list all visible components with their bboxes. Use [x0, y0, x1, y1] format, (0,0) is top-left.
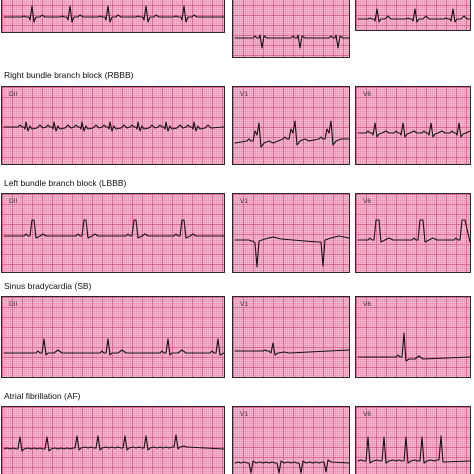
ecg-panel-af-dii [1, 406, 225, 474]
lead-label: V6 [363, 301, 371, 308]
lead-label: V1 [240, 198, 248, 205]
ecg-trace [234, 120, 349, 148]
ecg-panel-normal-v6 [355, 0, 471, 31]
ecg-trace [3, 434, 224, 452]
ecg-panel-lbbb-v6: V6 [355, 193, 471, 273]
ecg-trace [3, 219, 224, 239]
ecg-trace [357, 332, 470, 362]
ecg-trace [234, 235, 349, 268]
ecg-panel-rbbb-dii: DII [1, 86, 225, 165]
section-title-rbbb: Right bundle branch block (RBBB) [4, 70, 134, 80]
lead-label: DII [9, 91, 18, 98]
ecg-trace [3, 338, 224, 356]
ecg-panel-lbbb-v1: V1 [232, 193, 350, 273]
ecg-panel-af-v1: V1 [232, 406, 350, 474]
section-title-af: Atrial fibrillation (AF) [4, 391, 81, 401]
ecg-panel-rbbb-v6: V6 [355, 86, 471, 165]
ecg-trace [234, 34, 349, 49]
ecg-trace [357, 122, 470, 138]
lead-label: V1 [240, 91, 248, 98]
ecg-trace [357, 8, 470, 23]
lead-label: DII [9, 198, 18, 205]
section-title-sb: Sinus bradycardia (SB) [4, 281, 92, 291]
ecg-panel-lbbb-dii: DII [1, 193, 225, 273]
ecg-trace [3, 5, 224, 23]
ecg-panel-sb-v1: V1 [232, 296, 350, 378]
ecg-panel-rbbb-v1: V1 [232, 86, 350, 165]
ecg-panel-normal-v1 [232, 0, 350, 58]
lead-label: V6 [363, 91, 371, 98]
ecg-trace [357, 219, 470, 243]
ecg-panel-sb-v6: V6 [355, 296, 471, 378]
ecg-trace [3, 121, 224, 132]
ecg-panel-sb-dii: DII [1, 296, 225, 378]
section-title-lbbb: Left bundle branch block (LBBB) [4, 178, 127, 188]
lead-label: V6 [363, 411, 371, 418]
ecg-trace [234, 342, 349, 356]
lead-label: DII [9, 301, 18, 308]
ecg-panel-normal-dii [1, 0, 225, 33]
lead-label: V1 [240, 301, 248, 308]
lead-label: V1 [240, 411, 248, 418]
lead-label: V6 [363, 198, 371, 205]
ecg-trace [234, 459, 349, 474]
ecg-panel-af-v6: V6 [355, 406, 471, 474]
ecg-trace [357, 435, 470, 464]
